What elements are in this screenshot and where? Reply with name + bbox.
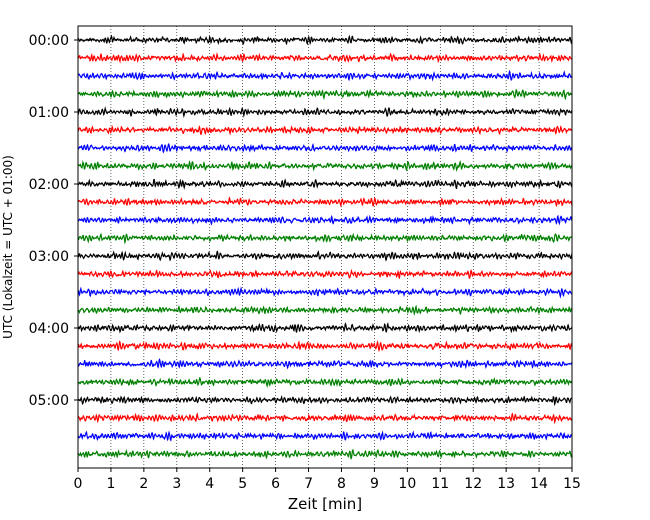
y-axis-label: UTC (Lokalzeit = UTC + 01:00) — [1, 155, 15, 339]
x-tick-label: 12 — [464, 476, 482, 492]
x-axis-label: Zeit [min] — [288, 495, 362, 513]
seismic-trace-0545 — [77, 448, 573, 460]
y-tick-label: 02:00 — [29, 177, 69, 193]
seismic-trace-0000 — [77, 34, 573, 46]
y-tick-label: 04:00 — [29, 321, 69, 337]
x-tick-label: 4 — [205, 476, 214, 492]
seismic-trace-0200 — [77, 178, 573, 190]
seismic-trace-0530 — [77, 430, 573, 442]
x-tick-label: 15 — [563, 476, 581, 492]
seismic-trace-0030 — [77, 69, 573, 82]
x-tick-label: 8 — [337, 476, 346, 492]
seismic-trace-0115 — [77, 124, 573, 136]
y-tick-label: 03:00 — [29, 249, 69, 265]
seismic-trace-0145 — [77, 159, 573, 172]
y-tick-label: 01:00 — [29, 105, 69, 121]
x-tick-label: 5 — [238, 476, 247, 492]
x-tick-label: 11 — [431, 476, 449, 492]
seismic-trace-0415 — [77, 340, 573, 353]
x-tick-label: 0 — [74, 476, 83, 492]
x-tick-label: 6 — [271, 476, 280, 492]
x-tick-label: 3 — [172, 476, 181, 492]
seismic-trace-0345 — [77, 304, 573, 317]
seismic-trace-0315 — [77, 268, 573, 280]
seismic-trace-0230 — [77, 214, 573, 226]
seismic-trace-0400 — [77, 321, 573, 334]
x-tick-label: 7 — [304, 476, 313, 492]
plot-area — [78, 26, 572, 468]
x-axis-ticks: 0 1 2 3 4 5 6 7 8 9 10 11 12 13 14 15 — [74, 468, 581, 492]
seismic-trace-0330 — [77, 286, 573, 299]
seismic-trace-0300 — [77, 250, 573, 262]
seismic-trace-0515 — [77, 412, 573, 425]
seismic-trace-0100 — [77, 106, 573, 119]
seismic-trace-0130 — [77, 142, 573, 154]
seismic-trace-0500 — [77, 394, 573, 407]
seismic-trace-0045 — [77, 88, 573, 101]
x-tick-label: 13 — [497, 476, 515, 492]
seismic-trace-0215 — [77, 196, 573, 208]
seismic-trace-0445 — [77, 376, 573, 389]
x-tick-label: 1 — [106, 476, 115, 492]
y-tick-label: 00:00 — [29, 33, 69, 49]
seismic-trace-0430 — [77, 358, 573, 370]
x-tick-label: 2 — [139, 476, 148, 492]
y-axis-ticks: 00:00 01:00 02:00 03:00 04:00 05:00 — [29, 33, 78, 409]
seismic-trace-0245 — [77, 232, 573, 245]
x-tick-label: 9 — [370, 476, 379, 492]
x-tick-label: 10 — [398, 476, 416, 492]
plot-border — [77, 25, 573, 469]
x-tick-label: 14 — [530, 476, 548, 492]
trace-group — [77, 34, 573, 460]
y-tick-label: 05:00 — [29, 393, 69, 409]
seismic-trace-0015 — [77, 52, 573, 64]
